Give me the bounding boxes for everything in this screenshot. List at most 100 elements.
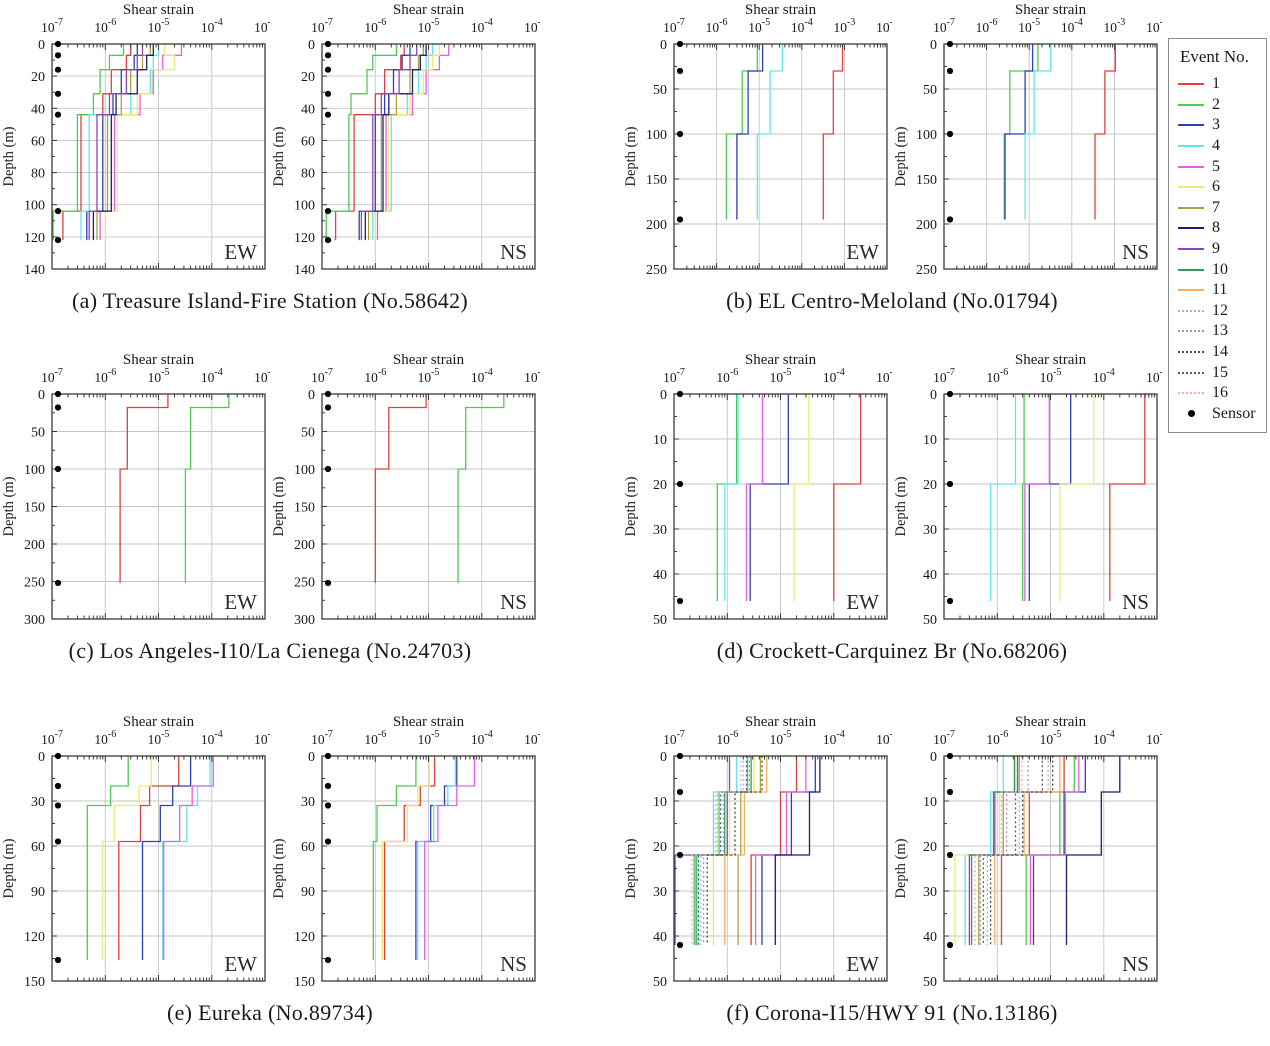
svg-text:100: 100 xyxy=(24,199,45,214)
svg-text:50: 50 xyxy=(923,613,937,626)
legend-line-swatch xyxy=(1178,124,1204,127)
panel-a: 10-7 10-6 10-5 10-4 10-3 0 20 40 60 80 100 120 140 Sh… xyxy=(0,0,540,314)
chart-a-ew: 10-7 10-6 10-5 10-4 10-3 0 20 40 60 80 100 120 140 Sh… xyxy=(1,2,270,276)
svg-text:10-4: 10-4 xyxy=(201,17,223,35)
svg-text:250: 250 xyxy=(24,576,45,591)
legend-entry-label: 15 xyxy=(1212,363,1228,381)
svg-text:0: 0 xyxy=(38,38,45,53)
svg-text:120: 120 xyxy=(24,930,45,945)
svg-text:50: 50 xyxy=(653,975,667,988)
svg-text:200: 200 xyxy=(24,538,45,553)
svg-text:0: 0 xyxy=(660,750,667,765)
svg-text:10-7: 10-7 xyxy=(311,729,333,747)
svg-text:10-3: 10-3 xyxy=(833,17,855,35)
svg-text:10-4: 10-4 xyxy=(1061,17,1083,35)
svg-text:0: 0 xyxy=(38,750,45,765)
panel-d-subplots: 10-7 10-6 10-5 10-4 10-3 0 10 20 30 40 50 Shear str… xyxy=(622,350,1162,626)
legend-entry: 1 xyxy=(1178,74,1266,95)
svg-text:10-3: 10-3 xyxy=(254,17,270,35)
svg-text:0: 0 xyxy=(660,38,667,53)
svg-text:40: 40 xyxy=(923,930,937,945)
panel-d: 10-7 10-6 10-5 10-4 10-3 0 10 20 30 40 50 Shear str… xyxy=(622,350,1162,664)
svg-text:20: 20 xyxy=(653,478,667,493)
legend-line-swatch xyxy=(1178,371,1204,374)
svg-text:30: 30 xyxy=(301,795,315,810)
svg-text:30: 30 xyxy=(923,523,937,538)
svg-text:0: 0 xyxy=(930,388,937,403)
svg-text:EW: EW xyxy=(846,952,879,976)
legend-line-swatch xyxy=(1178,186,1204,189)
svg-text:Depth (m): Depth (m) xyxy=(1,126,17,186)
svg-text:10-4: 10-4 xyxy=(791,17,813,35)
chart-c-ew: 10-7 10-6 10-5 10-4 10-3 0 50 100 150 200 250 300 Sh… xyxy=(1,352,270,626)
svg-text:Depth (m): Depth (m) xyxy=(271,476,287,536)
svg-text:10-7: 10-7 xyxy=(41,729,63,747)
svg-text:Shear strain: Shear strain xyxy=(123,2,195,18)
legend-line-swatch xyxy=(1178,351,1204,354)
svg-text:EW: EW xyxy=(224,240,257,264)
chart-b-ns: 10-7 10-6 10-5 10-4 10-3 10-2 0 50 100 150 200 250 S… xyxy=(893,2,1162,276)
legend-line-swatch xyxy=(1178,165,1204,168)
svg-text:90: 90 xyxy=(31,885,45,900)
caption-f: (f) Corona-I15/HWY 91 (No.13186) xyxy=(726,1000,1058,1025)
svg-text:50: 50 xyxy=(923,975,937,988)
svg-text:200: 200 xyxy=(294,538,315,553)
svg-text:10-3: 10-3 xyxy=(1146,729,1162,747)
chart-f-ew: 10-7 10-6 10-5 10-4 10-3 0 10 20 30 40 50 Shear str… xyxy=(623,714,892,988)
svg-text:10: 10 xyxy=(923,795,937,810)
legend-line-swatch xyxy=(1178,268,1204,271)
svg-text:10: 10 xyxy=(923,433,937,448)
svg-text:140: 140 xyxy=(294,263,315,276)
svg-text:10-7: 10-7 xyxy=(41,17,63,35)
svg-text:Shear strain: Shear strain xyxy=(1015,714,1087,730)
svg-text:10-4: 10-4 xyxy=(1093,367,1115,385)
legend-entry-label: 4 xyxy=(1212,137,1220,155)
svg-text:10-3: 10-3 xyxy=(876,729,892,747)
legend-entry-label: 1 xyxy=(1212,75,1220,93)
svg-text:60: 60 xyxy=(31,134,45,149)
svg-text:10-3: 10-3 xyxy=(254,729,270,747)
legend-entry: 4 xyxy=(1178,136,1266,157)
svg-text:10-6: 10-6 xyxy=(364,729,386,747)
svg-text:10-6: 10-6 xyxy=(986,729,1008,747)
svg-text:10-5: 10-5 xyxy=(148,17,170,35)
svg-text:250: 250 xyxy=(916,263,937,276)
legend-entry-label: 5 xyxy=(1212,157,1220,175)
svg-text:0: 0 xyxy=(660,388,667,403)
svg-text:40: 40 xyxy=(653,930,667,945)
legend-line-swatch xyxy=(1178,83,1204,86)
svg-text:50: 50 xyxy=(653,83,667,98)
legend-entry-label: 8 xyxy=(1212,219,1220,237)
legend-entry-label: 9 xyxy=(1212,240,1220,258)
legend-entry-label: 14 xyxy=(1212,343,1228,361)
panel-e-subplots: 10-7 10-6 10-5 10-4 10-3 0 30 60 90 120 150 Shear s… xyxy=(0,712,540,988)
svg-text:120: 120 xyxy=(24,231,45,246)
svg-text:250: 250 xyxy=(646,263,667,276)
svg-text:NS: NS xyxy=(1122,590,1149,614)
svg-text:NS: NS xyxy=(500,590,527,614)
svg-text:10-3: 10-3 xyxy=(1146,367,1162,385)
svg-text:30: 30 xyxy=(31,795,45,810)
svg-text:30: 30 xyxy=(923,885,937,900)
svg-text:NS: NS xyxy=(500,240,527,264)
panel-a-subplots: 10-7 10-6 10-5 10-4 10-3 0 20 40 60 80 100 120 140 Sh… xyxy=(0,0,540,276)
svg-text:10-5: 10-5 xyxy=(418,367,440,385)
svg-text:0: 0 xyxy=(308,750,315,765)
svg-text:120: 120 xyxy=(294,930,315,945)
svg-text:30: 30 xyxy=(653,523,667,538)
svg-text:150: 150 xyxy=(916,173,937,188)
legend-entry: 6 xyxy=(1178,177,1266,198)
svg-text:200: 200 xyxy=(916,218,937,233)
svg-text:10-5: 10-5 xyxy=(748,17,770,35)
svg-text:250: 250 xyxy=(294,576,315,591)
svg-text:10: 10 xyxy=(653,433,667,448)
svg-text:10-7: 10-7 xyxy=(663,729,685,747)
svg-text:0: 0 xyxy=(930,750,937,765)
svg-text:NS: NS xyxy=(1122,952,1149,976)
legend-entry: 5 xyxy=(1178,156,1266,177)
legend-entry: 14 xyxy=(1178,342,1266,363)
legend-line-swatch xyxy=(1178,392,1204,395)
svg-text:10-5: 10-5 xyxy=(770,729,792,747)
svg-text:10-3: 10-3 xyxy=(254,367,270,385)
